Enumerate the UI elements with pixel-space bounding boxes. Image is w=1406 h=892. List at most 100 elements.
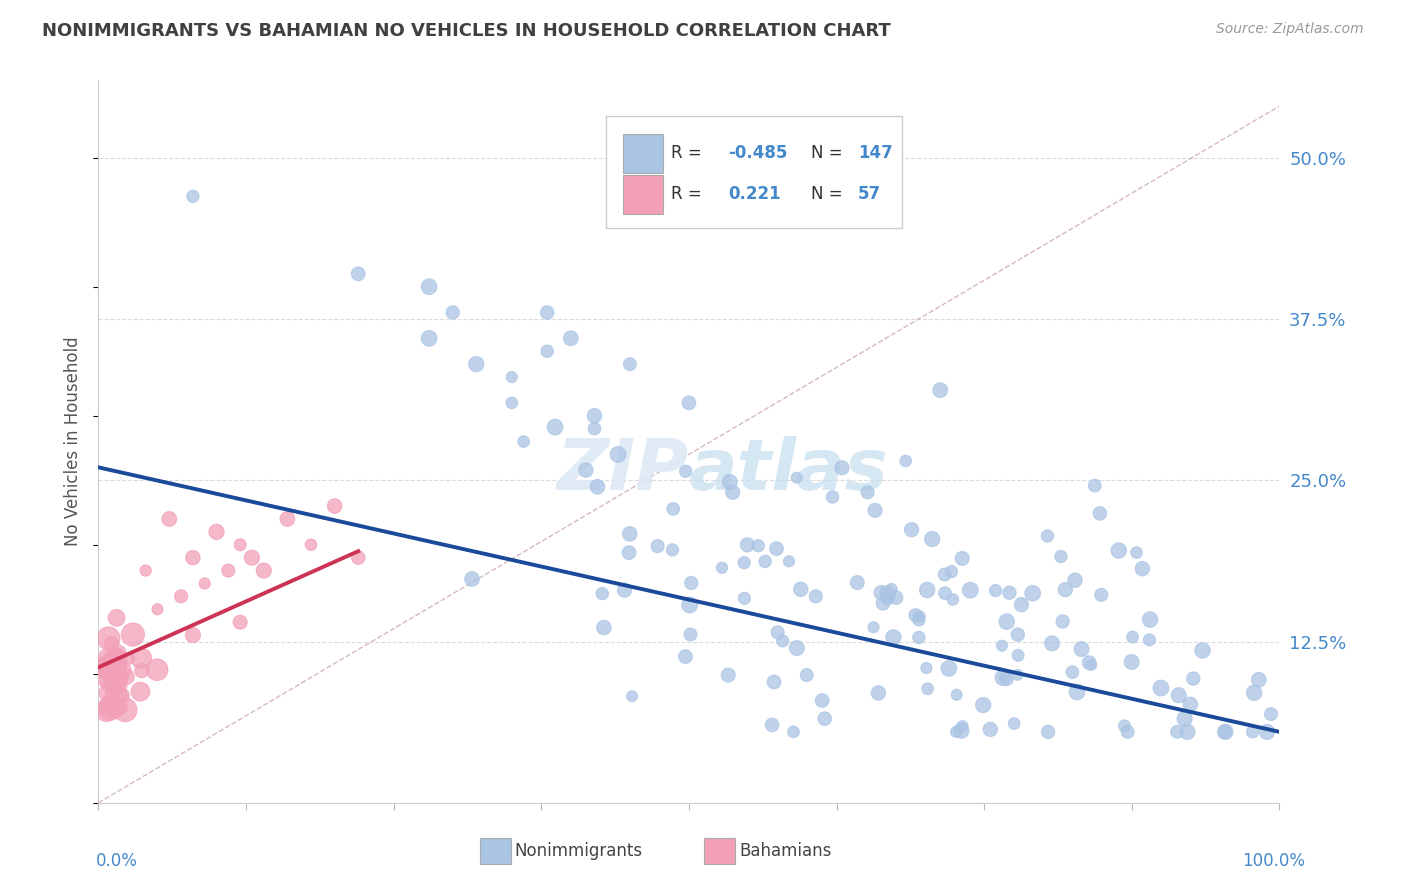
Point bbox=[863, 503, 886, 517]
Point bbox=[96, 663, 118, 677]
Point bbox=[647, 539, 669, 553]
Point bbox=[1108, 543, 1130, 558]
Point bbox=[1243, 686, 1265, 700]
Point bbox=[1260, 707, 1282, 722]
Point bbox=[998, 585, 1021, 599]
Point bbox=[945, 688, 967, 702]
Point bbox=[98, 686, 121, 700]
Point bbox=[512, 434, 534, 449]
Point bbox=[607, 447, 630, 461]
Point bbox=[1052, 615, 1074, 629]
Point bbox=[135, 564, 157, 578]
Point bbox=[915, 582, 938, 597]
Text: 147: 147 bbox=[858, 145, 893, 162]
Point bbox=[804, 590, 827, 604]
Point bbox=[97, 657, 120, 672]
Point bbox=[1080, 658, 1102, 673]
Point bbox=[952, 719, 974, 733]
Point bbox=[94, 656, 117, 670]
Point bbox=[675, 649, 697, 664]
Point bbox=[1002, 716, 1025, 731]
Point bbox=[972, 698, 994, 712]
Point bbox=[131, 664, 153, 678]
Point bbox=[98, 653, 121, 667]
Point bbox=[94, 668, 117, 682]
Text: Bahamians: Bahamians bbox=[740, 842, 832, 860]
Point bbox=[181, 628, 204, 642]
Point bbox=[681, 576, 703, 591]
Point bbox=[721, 485, 744, 500]
Point bbox=[1088, 507, 1111, 521]
Point bbox=[782, 724, 804, 739]
Point bbox=[104, 648, 127, 663]
Point bbox=[778, 554, 800, 568]
Point bbox=[979, 723, 1001, 737]
Point bbox=[876, 587, 898, 601]
Point bbox=[1175, 724, 1198, 739]
Point bbox=[619, 526, 641, 541]
Point bbox=[733, 591, 755, 606]
Text: 100.0%: 100.0% bbox=[1241, 852, 1305, 870]
Point bbox=[1130, 561, 1153, 575]
Point bbox=[950, 723, 973, 738]
Point bbox=[1139, 613, 1161, 627]
Point bbox=[122, 627, 145, 641]
Text: 0.221: 0.221 bbox=[728, 186, 780, 203]
Point bbox=[1054, 582, 1077, 597]
Point bbox=[240, 550, 263, 565]
Point bbox=[938, 661, 960, 675]
Point bbox=[733, 556, 755, 570]
Point bbox=[991, 671, 1014, 685]
Point bbox=[941, 565, 963, 579]
Point bbox=[111, 663, 134, 677]
Point bbox=[157, 512, 180, 526]
Point bbox=[1150, 681, 1173, 695]
Y-axis label: No Vehicles in Household: No Vehicles in Household bbox=[65, 336, 83, 547]
Point bbox=[1066, 685, 1088, 699]
Point bbox=[661, 542, 683, 557]
Point bbox=[418, 279, 440, 293]
Point bbox=[586, 480, 609, 494]
Point bbox=[679, 627, 702, 641]
Point bbox=[96, 650, 118, 665]
Point bbox=[763, 675, 786, 690]
Text: Source: ZipAtlas.com: Source: ZipAtlas.com bbox=[1216, 22, 1364, 37]
Point bbox=[862, 620, 884, 634]
Point bbox=[1036, 724, 1059, 739]
Point bbox=[536, 344, 558, 359]
Point bbox=[880, 582, 903, 597]
Point bbox=[1050, 549, 1073, 564]
Text: 57: 57 bbox=[858, 186, 882, 203]
Point bbox=[917, 681, 939, 696]
Point bbox=[679, 598, 702, 612]
Point bbox=[1021, 586, 1043, 600]
Point bbox=[619, 357, 641, 371]
Point bbox=[229, 615, 252, 630]
Point bbox=[181, 189, 204, 203]
Point bbox=[1174, 712, 1197, 726]
Point bbox=[872, 596, 894, 610]
Point bbox=[1121, 655, 1143, 669]
Point bbox=[1084, 478, 1107, 492]
Point bbox=[118, 651, 141, 665]
Point bbox=[418, 331, 440, 345]
Text: Nonimmigrants: Nonimmigrants bbox=[515, 842, 643, 860]
Point bbox=[846, 575, 869, 590]
Point bbox=[253, 564, 276, 578]
Text: NONIMMIGRANTS VS BAHAMIAN NO VEHICLES IN HOUSEHOLD CORRELATION CHART: NONIMMIGRANTS VS BAHAMIAN NO VEHICLES IN… bbox=[42, 22, 891, 40]
Point bbox=[1180, 698, 1202, 712]
Point bbox=[868, 686, 890, 700]
Point bbox=[323, 499, 346, 513]
Point bbox=[105, 672, 128, 686]
Point bbox=[146, 602, 169, 616]
Point bbox=[613, 583, 636, 598]
Point bbox=[104, 652, 127, 666]
Text: R =: R = bbox=[671, 186, 713, 203]
Point bbox=[1040, 636, 1063, 650]
Point bbox=[583, 409, 606, 423]
Point bbox=[591, 586, 613, 600]
Point bbox=[711, 561, 734, 575]
Point bbox=[814, 712, 837, 726]
Point bbox=[921, 532, 943, 546]
Point bbox=[945, 724, 967, 739]
